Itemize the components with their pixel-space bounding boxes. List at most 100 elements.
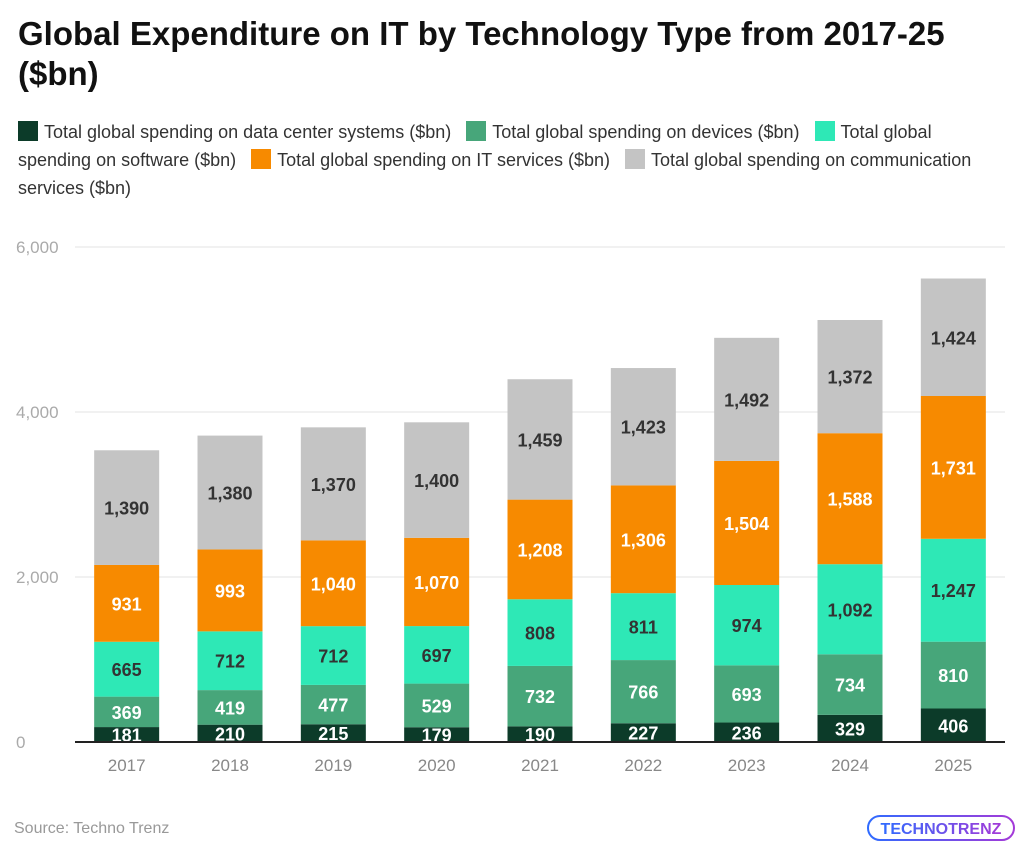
bar-segment [714,460,780,586]
data-label: 236 [732,723,762,743]
y-tick-label: 0 [16,733,25,752]
x-tick-label: 2021 [521,756,559,775]
data-label: 477 [318,696,348,716]
bar-segment [404,537,470,627]
bar-segment [817,564,883,655]
bar-segment [817,320,883,434]
y-tick-label: 4,000 [16,403,59,422]
data-label: 1,070 [414,573,459,593]
bar-segment [507,599,573,666]
bar-segment [300,626,366,685]
legend-item: Total global spending on devices ($bn) [466,121,799,142]
data-label: 1,306 [621,530,666,550]
bar-segment [300,540,366,627]
data-label: 1,504 [724,514,769,534]
data-label: 1,731 [931,458,976,478]
bar-segment [920,395,986,539]
bar-segment [920,708,986,742]
data-label: 1,423 [621,418,666,438]
bar-segment [197,549,263,632]
bar-segment [94,727,160,742]
data-label: 712 [318,647,348,667]
data-label: 1,372 [827,368,872,388]
bar-segment [714,722,780,742]
x-tick-label: 2022 [624,756,662,775]
data-label: 1,459 [517,430,562,450]
bar-segment [94,564,160,642]
data-label: 1,424 [931,328,976,348]
legend-swatch [814,121,835,141]
data-label: 419 [215,698,245,718]
bar-segment [507,499,573,600]
data-label: 210 [215,724,245,744]
bar-segment [404,683,470,728]
y-tick-label: 2,000 [16,568,59,587]
bar-segment [404,422,470,538]
data-label: 1,380 [207,484,252,504]
legend-item: Total global spending on communication s… [18,149,971,198]
data-label: 734 [835,676,865,696]
data-label: 215 [318,724,348,744]
bar-segment [197,724,263,742]
data-label: 931 [112,594,142,614]
data-label: 1,390 [104,499,149,519]
x-tick-label: 2018 [211,756,249,775]
bar-segment [714,665,780,723]
data-label: 529 [422,696,452,716]
svg-text:TECHNOTRENZ: TECHNOTRENZ [881,821,1002,838]
data-label: 712 [215,652,245,672]
y-tick-label: 6,000 [16,238,59,257]
data-label: 665 [112,660,142,680]
data-label: 1,208 [517,540,562,560]
x-tick-label: 2025 [934,756,972,775]
bar-segment [817,714,883,742]
bar-segment [507,726,573,742]
bar-segment [714,337,780,461]
legend-swatch [625,149,646,169]
legend-item: Total global spending on IT services ($b… [251,149,610,170]
bar-segment [610,485,676,594]
x-tick-label: 2017 [108,756,146,775]
data-label: 1,492 [724,390,769,410]
data-label: 227 [628,724,658,744]
data-label: 406 [938,716,968,736]
data-label: 693 [732,685,762,705]
source-note: Source: Techno Trenz [14,820,170,837]
legend-swatch [18,121,38,141]
bar-segment [920,538,986,642]
x-tick-label: 2024 [831,756,869,775]
legend-item: Total global spending on data center sys… [18,121,452,142]
bar-segment [507,665,573,727]
data-label: 697 [422,646,452,666]
legend: Total global spending on data center sys… [18,118,1008,202]
data-label: 1,040 [311,574,356,594]
data-label: 190 [525,725,555,745]
bar-segment [610,368,676,486]
bar-segment [197,690,263,725]
bar-segment [197,631,263,691]
bar-segment [300,427,366,541]
legend-label: Total global spending on data center sys… [44,122,452,142]
bar-segment [94,696,160,728]
bar-segment [300,684,366,725]
data-label: 766 [628,683,658,703]
bar-segment [817,433,883,565]
data-label: 811 [629,618,658,638]
x-tick-label: 2019 [314,756,352,775]
chart-title: Global Expenditure on IT by Technology T… [18,15,945,92]
legend-swatch [251,149,272,169]
bar-segment [404,727,470,742]
data-label: 329 [835,719,865,739]
bar-segment [920,641,986,709]
technotrenz-logo: TECHNOTRENZ [867,815,1015,841]
bar-segment [94,450,160,565]
data-label: 810 [938,666,968,686]
bar-segment [404,626,470,684]
bar-segment [920,278,986,396]
data-label: 1,092 [827,600,872,620]
x-tick-label: 2023 [728,756,766,775]
data-label: 1,588 [827,490,872,510]
data-label: 1,370 [311,475,356,495]
bar-segment [507,379,573,500]
